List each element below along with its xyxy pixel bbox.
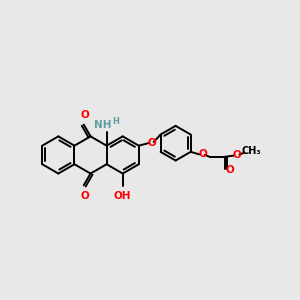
- Text: O: O: [80, 191, 89, 201]
- Text: O: O: [198, 149, 207, 159]
- Text: CH₃: CH₃: [242, 146, 261, 156]
- Text: O: O: [80, 110, 89, 120]
- Text: H: H: [112, 117, 119, 126]
- Text: O: O: [148, 138, 156, 148]
- Text: O: O: [225, 165, 234, 176]
- Text: O: O: [233, 150, 242, 160]
- Text: NH: NH: [94, 120, 112, 130]
- Text: OH: OH: [114, 191, 131, 201]
